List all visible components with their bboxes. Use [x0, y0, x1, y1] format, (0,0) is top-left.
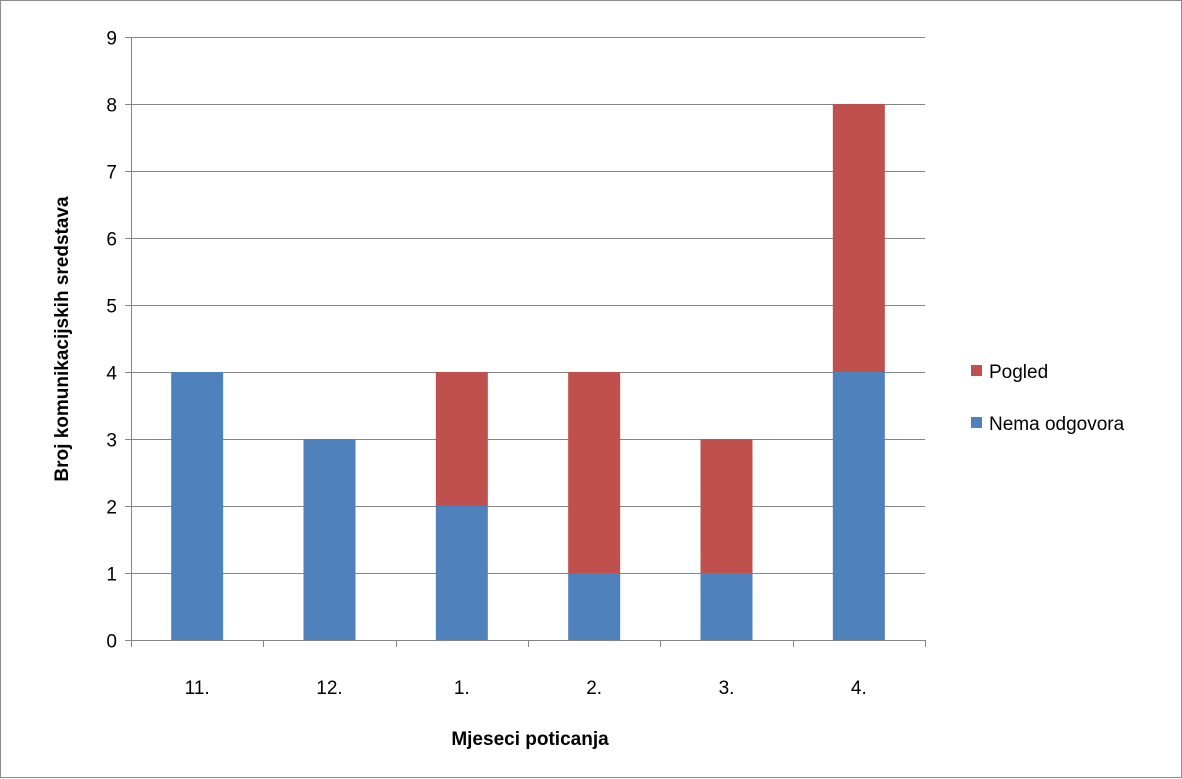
x-tick-label: 12. [316, 678, 342, 699]
x-tick-label: 4. [851, 678, 867, 699]
legend-swatch [971, 417, 982, 428]
x-tick-label: 1. [454, 678, 470, 699]
y-tick-label: 9 [106, 29, 117, 50]
bar-segment-nema-odgovora [568, 573, 621, 640]
y-tick-label: 0 [106, 632, 117, 653]
bar-segment-nema-odgovora [832, 372, 885, 640]
legend-label: Pogled [989, 362, 1048, 383]
x-tick-label: 2. [586, 678, 602, 699]
y-tick-label: 6 [106, 230, 117, 251]
legend-swatch [971, 365, 982, 376]
bar-segment-nema-odgovora [435, 506, 488, 640]
x-tick-label: 3. [719, 678, 735, 699]
legend-label: Nema odgovora [989, 414, 1125, 435]
y-tick-label: 3 [106, 431, 117, 452]
y-tick-label: 2 [106, 498, 117, 519]
bar-segment-nema-odgovora [700, 573, 753, 640]
y-tick-label: 5 [106, 297, 117, 318]
y-axis-title: Broj komunikacijskih sredstava [52, 196, 73, 482]
gridlines [131, 37, 925, 574]
y-tick-label: 8 [106, 96, 117, 117]
axes [125, 37, 926, 647]
x-axis-title: Mjeseci poticanja [451, 729, 609, 750]
bar-segment-pogled [568, 372, 621, 573]
y-tick-label: 1 [106, 565, 117, 586]
y-tick-label: 7 [106, 163, 117, 184]
y-tick-labels: 0 1 2 3 4 5 6 7 8 9 [106, 29, 117, 653]
bars [171, 104, 885, 640]
x-tick-label: 11. [185, 678, 210, 699]
x-tick-labels: 11. 12. 1. 2. 3. 4. [185, 678, 867, 699]
legend: Pogled Nema odgovora [971, 362, 1125, 435]
bar-segment-pogled [700, 439, 753, 573]
y-tick-label: 4 [106, 364, 117, 385]
bar-segment-nema-odgovora [171, 372, 224, 640]
bar-segment-nema-odgovora [303, 439, 356, 640]
bar-segment-pogled [832, 104, 885, 372]
bar-segment-pogled [435, 372, 488, 506]
